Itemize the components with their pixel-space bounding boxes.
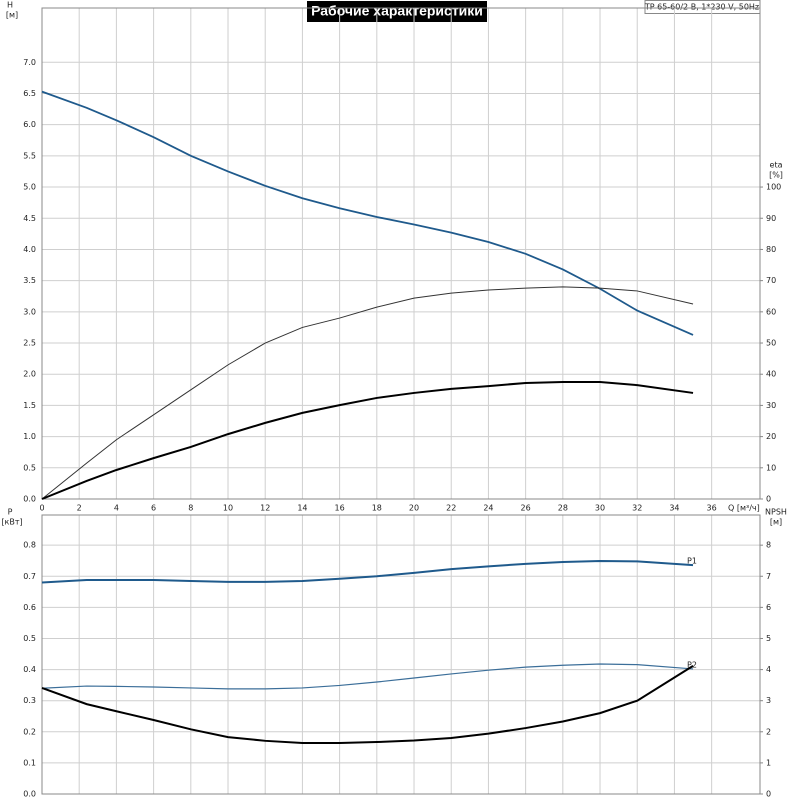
y2-tick-label: 5: [766, 634, 771, 643]
y-tick-label: 0.8: [23, 541, 36, 550]
y2-tick-label: 90: [766, 214, 776, 223]
y-tick-label: 0.7: [23, 572, 36, 581]
y-tick-label: 3.5: [23, 276, 36, 285]
y2-tick-label: 20: [766, 432, 776, 441]
x-tick-label: 32: [632, 504, 642, 513]
y2-tick-label: 0: [766, 790, 771, 799]
y2-tick-label: 6: [766, 603, 771, 612]
x-tick-label: 30: [595, 504, 605, 513]
series-label: P2: [687, 660, 697, 669]
y-tick-label: 3.0: [23, 307, 36, 316]
x-tick-label: 2: [77, 504, 82, 513]
y-tick-label: 2.0: [23, 370, 36, 379]
model-label: TP 65-60/2 B, 1*230 V, 50Hz: [644, 3, 759, 12]
y2-tick-label: 70: [766, 276, 776, 285]
y-axis-unit: [м]: [6, 11, 18, 20]
y-tick-label: 0.5: [23, 463, 36, 472]
y-tick-label: 0.3: [23, 696, 36, 705]
y2-tick-label: 60: [766, 307, 776, 316]
y2-tick-label: 4: [766, 665, 771, 674]
y-tick-label: 0.1: [23, 758, 36, 767]
y-tick-label: 2.5: [23, 339, 36, 348]
y-tick-label: 0.5: [23, 634, 36, 643]
model-box: [644, 0, 761, 14]
x-tick-label: 28: [558, 504, 568, 513]
x-tick-label: 24: [483, 504, 493, 513]
y-tick-label: 0.4: [23, 665, 36, 674]
y2-tick-label: 8: [766, 541, 771, 550]
series-line: [41, 381, 694, 500]
y2-tick-label: 50: [766, 339, 776, 348]
y2-tick-label: 10: [766, 463, 776, 472]
x-tick-label: 6: [151, 504, 156, 513]
series-line: [41, 560, 694, 584]
y2-tick-label: 1: [766, 758, 771, 767]
x-tick-label: 14: [297, 504, 307, 513]
x-tick-label: 34: [669, 504, 679, 513]
x-tick-label: 22: [446, 504, 456, 513]
y-tick-label: 6.0: [23, 120, 36, 129]
chart-title: Рабочие характеристики: [311, 3, 483, 19]
x-tick-label: 4: [114, 504, 119, 513]
y2-tick-label: 30: [766, 401, 776, 410]
y2-tick-label: 40: [766, 370, 776, 379]
y-tick-label: 1.0: [23, 432, 36, 441]
y-tick-label: 5.0: [23, 183, 36, 192]
y-tick-label: 5.5: [23, 151, 36, 160]
y-tick-label: 0.6: [23, 603, 36, 612]
y-tick-label: 4.5: [23, 214, 36, 223]
y2-axis-unit: [м]: [770, 518, 782, 527]
y-tick-label: 0.0: [23, 790, 36, 799]
x-tick-label: 0: [39, 504, 44, 513]
y-tick-label: 4.0: [23, 245, 36, 254]
x-tick-label: 36: [707, 504, 717, 513]
series-line: [41, 90, 694, 336]
plot-frame: [41, 514, 761, 795]
y-tick-label: 0.2: [23, 727, 36, 736]
series-line: [41, 665, 694, 744]
y-tick-label: 0.0: [23, 495, 36, 504]
y-tick-label: 1.5: [23, 401, 36, 410]
y2-axis-title: eta: [770, 161, 783, 170]
y2-tick-label: 100: [766, 183, 781, 192]
series-line: [41, 663, 694, 690]
y-axis-title: P: [8, 508, 13, 517]
y-axis-title: H: [7, 1, 13, 10]
x-tick-label: 20: [409, 504, 419, 513]
y2-tick-label: 0: [766, 495, 771, 504]
y-tick-label: 6.5: [23, 89, 36, 98]
x-tick-label: 10: [223, 504, 233, 513]
y2-tick-label: 80: [766, 245, 776, 254]
y2-tick-label: 7: [766, 572, 771, 581]
y-axis-unit: [кВт]: [1, 518, 22, 527]
y2-tick-label: 3: [766, 696, 771, 705]
x-tick-label: 16: [335, 504, 345, 513]
y2-tick-label: 2: [766, 727, 771, 736]
title-box: [307, 1, 487, 22]
x-tick-label: 12: [260, 504, 270, 513]
x-axis-title: Q [м³/ч]: [728, 504, 760, 513]
series-line: [41, 286, 694, 500]
y2-axis-unit: [%]: [769, 171, 783, 180]
plot-frame: [41, 7, 761, 500]
x-tick-label: 8: [188, 504, 193, 513]
series-label: P1: [687, 557, 697, 566]
x-tick-label: 26: [521, 504, 531, 513]
y2-axis-title: NPSH: [765, 508, 787, 517]
y-tick-label: 7.0: [23, 58, 36, 67]
x-tick-label: 18: [372, 504, 382, 513]
